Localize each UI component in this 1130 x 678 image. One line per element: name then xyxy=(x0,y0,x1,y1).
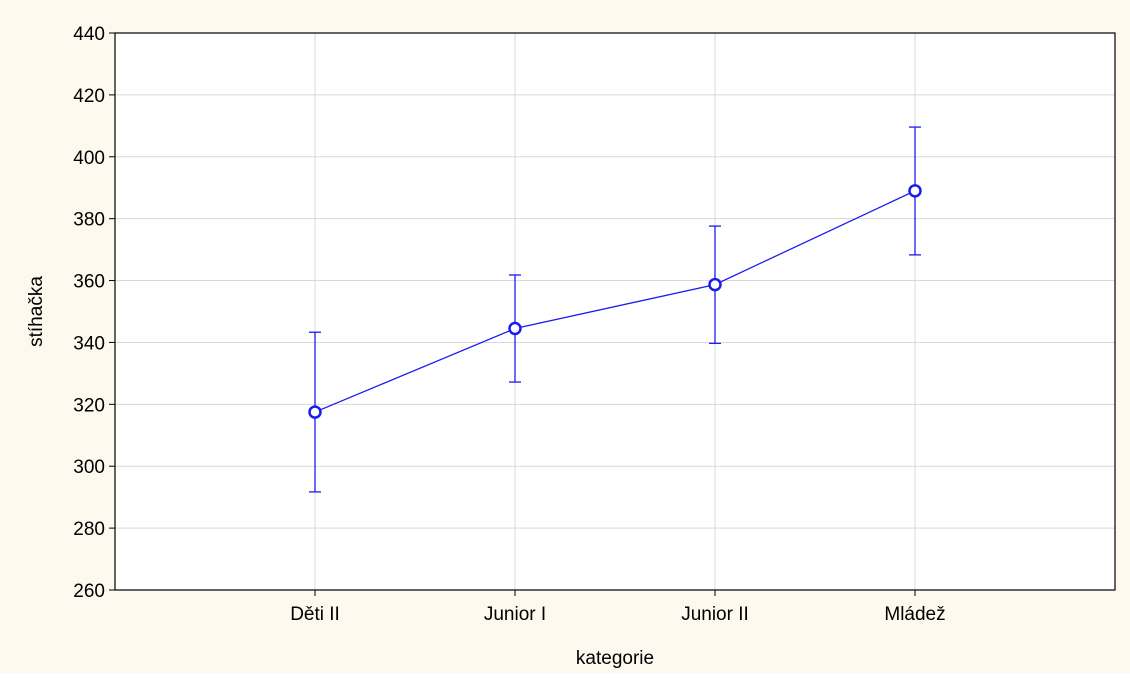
series-line xyxy=(314,190,916,413)
y-tick-label: 260 xyxy=(73,581,105,602)
y-tick-label: 440 xyxy=(73,24,105,45)
y-tick-label: 320 xyxy=(73,395,105,416)
y-tick-label: 300 xyxy=(73,457,105,478)
y-tick-label: 380 xyxy=(73,210,105,231)
x-tick-label: Děti II xyxy=(290,604,340,625)
y-tick-label: 280 xyxy=(73,519,105,540)
series-layer xyxy=(308,126,922,493)
plot-frame xyxy=(114,32,1116,591)
x-tick-label: Mládež xyxy=(884,604,945,625)
x-tick-label: Junior II xyxy=(681,604,749,625)
y-tick-label: 420 xyxy=(73,86,105,107)
data-point-marker xyxy=(708,277,722,292)
y-tick-label: 340 xyxy=(73,333,105,354)
x-tick-label: Junior I xyxy=(484,604,546,625)
data-point-marker xyxy=(908,184,922,198)
plot-area xyxy=(115,33,1115,590)
axis-layer: 260 280 300 320 340 360 380 400 420 440 Děti II Jun… xyxy=(73,24,945,625)
y-axis-title: stíhačka xyxy=(26,276,47,347)
data-point-marker xyxy=(308,405,322,419)
y-tick-label: 360 xyxy=(73,272,105,293)
x-axis-title: kategorie xyxy=(576,648,654,669)
data-point-marker xyxy=(508,321,522,336)
y-tick-label: 400 xyxy=(73,148,105,169)
